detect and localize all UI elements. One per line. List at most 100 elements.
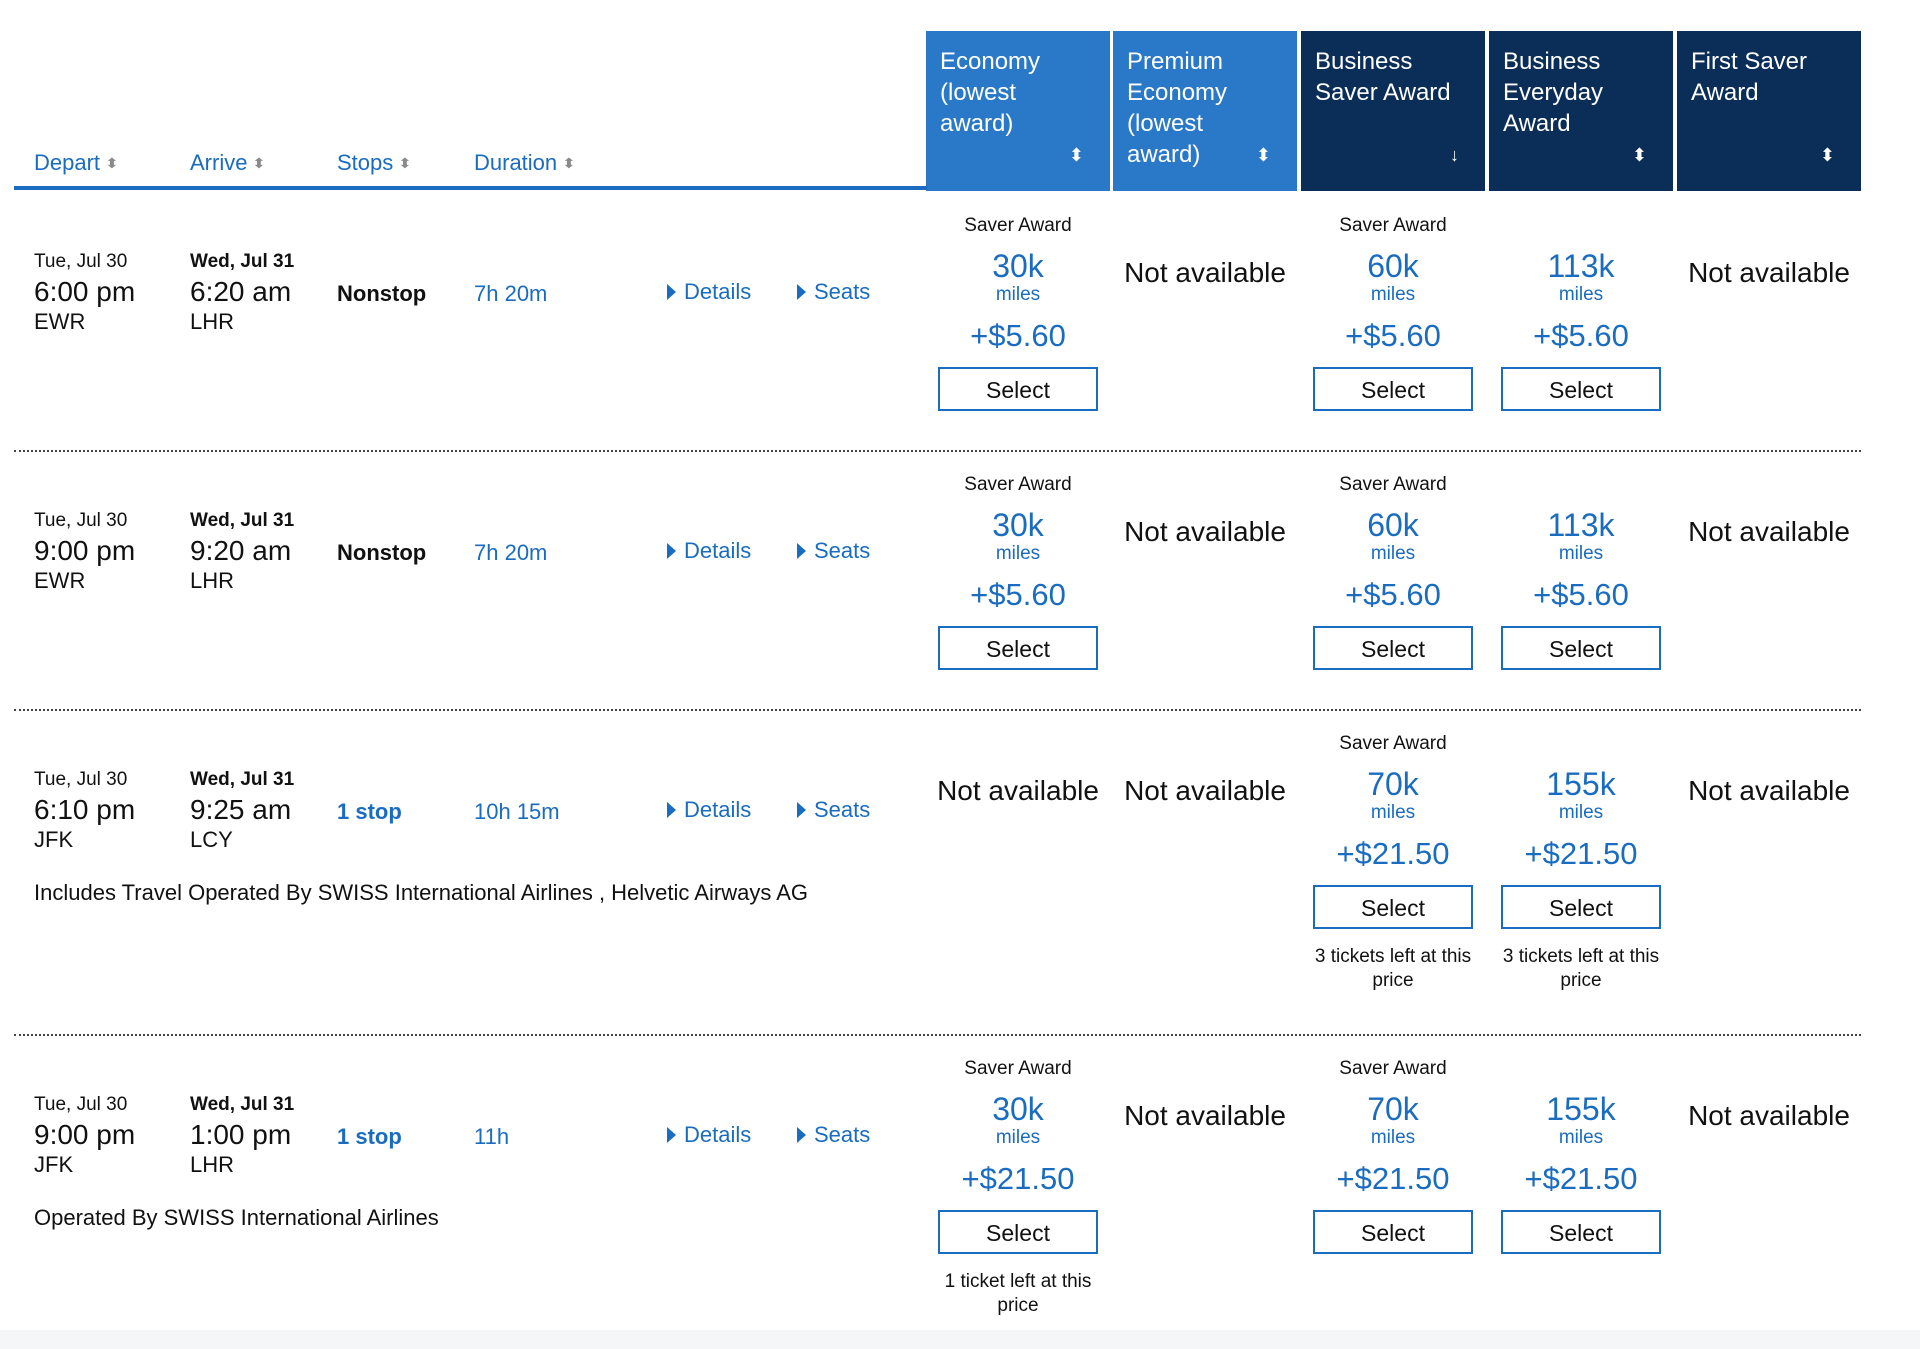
caret-right-icon [797,284,806,300]
fare-miles: 30k [992,507,1044,543]
row-separator [14,1034,1861,1036]
sort-duration[interactable]: Duration ⬍ [474,150,577,176]
select-button[interactable]: Select [938,1210,1098,1254]
arrive-airport: LHR [190,568,235,593]
stops-value: Nonstop [337,540,427,565]
fare-cell: Saver Award 70k miles +$21.50 Select [1301,1058,1485,1254]
fare-column-label: First Saver [1691,48,1808,75]
sort-updown-icon: ⬍ [1819,145,1835,165]
select-button[interactable]: Select [1501,626,1661,670]
row-separator [14,450,1861,452]
arrive-date: Wed, Jul 31 [190,251,295,272]
sort-label: Arrive [190,150,248,175]
fare-column-label: Award [1691,79,1759,106]
caret-right-icon [667,802,676,818]
not-available: Not available [1688,775,1850,806]
seats-link[interactable]: Seats [797,538,870,564]
details-link[interactable]: Details [667,797,751,823]
details-link[interactable]: Details [667,538,751,564]
fare-taxes: +$5.60 [970,577,1066,612]
fare-cell: Saver Award 60k miles +$5.60 Select [1301,215,1485,411]
arrive-time: 9:25 am [190,794,292,825]
caret-right-icon [797,1127,806,1143]
miles-label: miles [1558,802,1604,823]
fare-taxes: +$5.60 [1533,577,1629,612]
stops-value[interactable]: 1 stop [337,1124,402,1149]
fare-miles: 155k [1546,1091,1616,1127]
arrive-time: 9:20 am [190,535,292,566]
tickets-left-note: 3 tickets left at this price [1502,946,1660,991]
seats-link[interactable]: Seats [797,1122,870,1148]
details-label: Details [684,797,752,822]
duration-value: 10h 15m [474,799,560,824]
depart-date: Tue, Jul 30 [34,251,128,272]
fare-column-header[interactable]: Economy (lowest award) ⬍ [926,31,1110,191]
arrive-time: 1:00 pm [190,1119,292,1150]
fare-column-header[interactable]: Business Everyday Award ⬍ [1489,31,1673,191]
miles-label: miles [995,543,1041,564]
fare-cell: Saver Award 60k miles +$5.60 Select [1301,474,1485,670]
details-link[interactable]: Details [667,279,751,305]
select-button[interactable]: Select [1313,1210,1473,1254]
sort-updown-icon: ⬍ [561,155,577,171]
sort-depart[interactable]: Depart ⬍ [34,150,119,176]
seats-link[interactable]: Seats [797,279,870,305]
fare-cell: Saver Award 70k miles +$21.50 Select 3 ticket… [1301,733,1485,993]
arrive-airport: LHR [190,1152,235,1177]
details-label: Details [684,538,752,563]
miles-label: miles [1370,543,1416,564]
sort-stops[interactable]: Stops ⬍ [337,150,412,176]
select-button[interactable]: Select [1501,1210,1661,1254]
fare-column-header[interactable]: Business Saver Award ↓ [1301,31,1485,191]
fare-miles: 70k [1367,766,1419,802]
fare-column-label: Business [1503,48,1601,75]
not-available: Not available [1688,1100,1850,1131]
not-available: Not available [1688,516,1850,547]
fare-column-header[interactable]: Premium Economy (lowest award) ⬍ [1113,31,1297,191]
fare-column-label: Everyday [1503,79,1604,106]
not-available: Not available [1688,257,1850,288]
fare-cell: Saver Award 30k miles +$5.60 Select [926,474,1110,670]
stops-value[interactable]: 1 stop [337,799,402,824]
caret-right-icon [797,543,806,559]
depart-time: 6:00 pm [34,276,136,307]
select-button[interactable]: Select [1501,885,1661,929]
saver-award-label [1489,215,1673,239]
details-link[interactable]: Details [667,1122,751,1148]
fare-taxes: +$5.60 [1533,318,1629,353]
fare-miles: 60k [1367,507,1419,543]
sort-updown-icon: ⬍ [252,155,267,171]
fare-column-header[interactable]: First Saver Award ⬍ [1677,31,1861,191]
tickets-left-note: 3 tickets left at this price [1314,946,1472,991]
arrive-airport: LCY [190,827,233,852]
header-divider [14,186,927,190]
select-button[interactable]: Select [1313,367,1473,411]
saver-award-label: Saver Award [1339,215,1447,236]
select-button[interactable]: Select [1313,885,1473,929]
not-available: Not available [1124,257,1286,288]
arrive-airport: LHR [190,309,235,334]
arrive-date: Wed, Jul 31 [190,769,295,790]
miles-label: miles [1370,802,1416,823]
seats-link[interactable]: Seats [797,797,870,823]
select-button[interactable]: Select [1313,626,1473,670]
duration-value: 7h 20m [474,281,548,306]
fare-taxes: +$5.60 [970,318,1066,353]
sort-arrive[interactable]: Arrive ⬍ [190,150,267,176]
depart-airport: EWR [34,568,86,593]
select-button[interactable]: Select [938,367,1098,411]
not-available: Not available [1124,775,1286,806]
fare-taxes: +$21.50 [1336,836,1450,871]
select-button[interactable]: Select [938,626,1098,670]
caret-right-icon [797,802,806,818]
fare-column-label: (lowest [1127,110,1204,137]
select-button[interactable]: Select [1501,367,1661,411]
fare-column-label: award) [1127,141,1201,168]
saver-award-label: Saver Award [964,474,1072,495]
saver-award-label: Saver Award [1339,474,1447,495]
sort-updown-icon: ⬍ [1255,145,1271,165]
fare-taxes: +$5.60 [1345,318,1441,353]
depart-time: 9:00 pm [34,535,136,566]
saver-award-label: Saver Award [964,1058,1072,1079]
sort-label: Depart [34,150,101,175]
